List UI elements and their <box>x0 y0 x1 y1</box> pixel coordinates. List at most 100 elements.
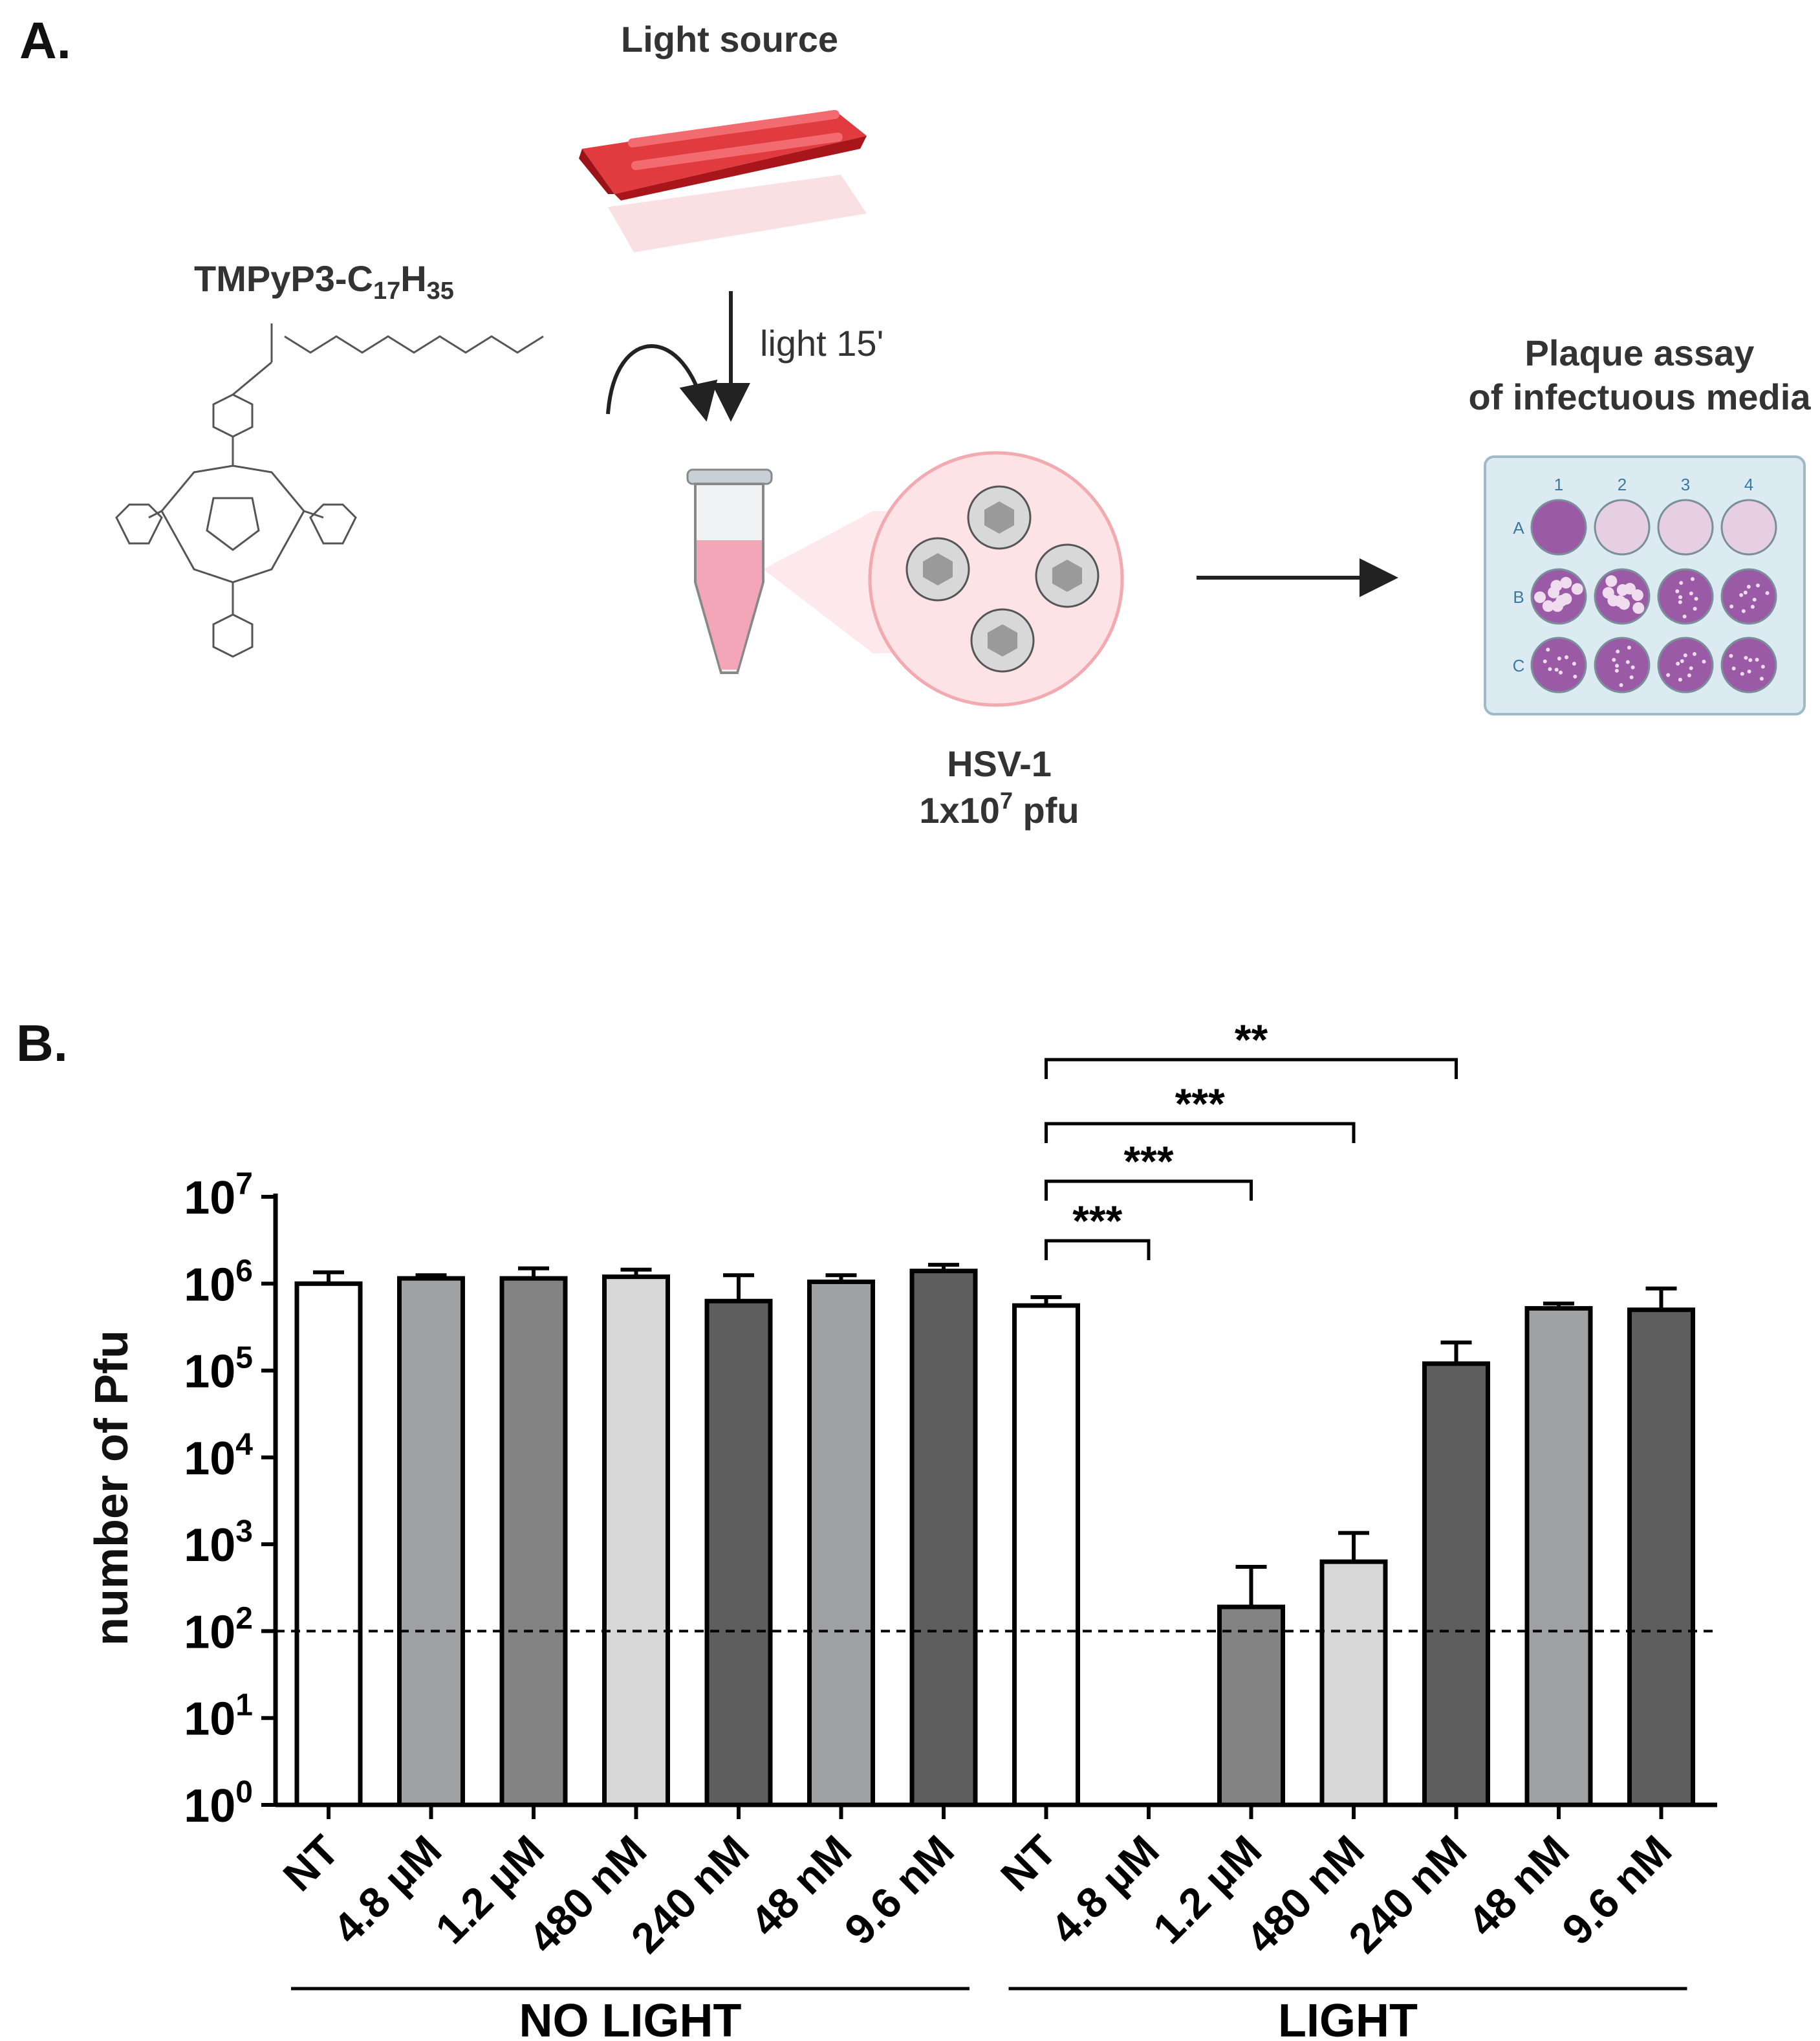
plaque-spot <box>1560 576 1572 589</box>
plate-well <box>1530 499 1587 556</box>
significance-label: *** <box>1072 1197 1122 1245</box>
plaque-spot <box>1746 585 1751 589</box>
virus-line1: HSV-1 <box>947 743 1052 784</box>
plaque-spot <box>1692 651 1696 656</box>
plaque-spot <box>1557 657 1561 661</box>
plate-column-label: 4 <box>1744 475 1753 494</box>
plaque-spot <box>1550 580 1563 592</box>
plaque-spot <box>1731 666 1736 671</box>
plaque-spot <box>1739 593 1744 597</box>
significance-label: *** <box>1123 1137 1173 1185</box>
virus-line2-exp: 7 <box>1000 787 1013 814</box>
significance-label: *** <box>1175 1080 1225 1128</box>
plate-well <box>1594 499 1651 556</box>
plaque-spot <box>1740 671 1744 676</box>
plaque-spot <box>1680 659 1684 663</box>
y-tick-label: 105 <box>184 1341 253 1398</box>
plate-well <box>1720 499 1777 556</box>
significance-bracket <box>1045 1179 1253 1201</box>
y-tick-label: 103 <box>184 1514 253 1571</box>
panel-b: B. number of Pfu 100 101 102 103 104 105 106 10… <box>16 1014 1717 2041</box>
virus-line2-base: 1x10 <box>919 790 1000 831</box>
bar <box>1012 1303 1080 1807</box>
plaque-spot <box>1543 659 1547 664</box>
compound-label: TMPyP3-C17H35 <box>194 258 454 305</box>
plaque-spot <box>1765 591 1770 595</box>
plate-well <box>1720 568 1777 625</box>
group-label: NO LIGHT <box>519 1995 742 2041</box>
x-tick-label: 9.6 nM <box>1553 1826 1681 1954</box>
virus-magnified-icon <box>868 451 1124 707</box>
plaque-spot <box>1687 673 1691 677</box>
plaque-spot <box>1615 664 1620 668</box>
plaque-spot <box>1573 674 1577 679</box>
plaque-spot <box>1679 581 1684 585</box>
plaque-spot <box>1605 575 1618 587</box>
plaque-spot <box>1675 589 1680 594</box>
bar <box>397 1276 465 1807</box>
significance-bracket <box>1045 1239 1151 1260</box>
plaque-spot <box>1534 591 1546 604</box>
plaque-spot <box>1747 669 1751 673</box>
x-tick-label: 4.8 µM <box>1041 1826 1168 1953</box>
plaque-spot <box>1755 583 1760 587</box>
plaque-spot <box>1666 673 1671 677</box>
plaque-spot <box>1625 660 1630 664</box>
plaque-spot <box>1542 600 1554 612</box>
y-tick-label: 101 <box>184 1688 253 1745</box>
plaque-spot <box>1702 659 1706 664</box>
bar <box>1422 1361 1490 1807</box>
plaque-spot <box>1559 670 1563 675</box>
bar <box>704 1298 773 1807</box>
plaque-spot <box>1760 664 1765 669</box>
bar <box>1319 1559 1388 1807</box>
light-source-label: Light source <box>621 19 838 60</box>
plaque-spot <box>1616 649 1620 654</box>
plate-well <box>1657 499 1714 556</box>
y-tick-label: 104 <box>184 1428 253 1485</box>
plaque-spot <box>1750 604 1755 609</box>
y-axis-label: number of Pfu <box>86 1330 138 1646</box>
bar <box>294 1281 363 1807</box>
panel-b-label: B. <box>16 1014 68 1072</box>
plaque-spot <box>1694 596 1698 601</box>
plaque-spot <box>1627 646 1631 650</box>
curved-arrow-icon <box>606 344 718 422</box>
bar <box>1217 1604 1285 1807</box>
plaque-spot <box>1690 577 1695 582</box>
bar <box>1524 1305 1593 1807</box>
x-tick-label: 4.8 µM <box>323 1826 450 1953</box>
plaque-spot <box>1571 583 1583 595</box>
plaque-spot <box>1676 661 1680 666</box>
significance-label: ** <box>1235 1016 1268 1064</box>
plaque-spot <box>1729 604 1734 609</box>
x-tick-label: NT <box>274 1826 348 1901</box>
bar <box>909 1269 978 1807</box>
plate-column-label: 3 <box>1681 475 1690 494</box>
plate-row-label: A <box>1513 518 1524 538</box>
plaque-spot <box>1548 667 1552 671</box>
plaque-spot <box>1755 657 1759 662</box>
compound-sub1: 17 <box>373 278 400 305</box>
y-tick-label: 106 <box>184 1254 253 1311</box>
plaque-spot <box>1614 668 1619 673</box>
bar <box>602 1274 670 1807</box>
virus-line2: 1x107 pfu <box>919 787 1079 831</box>
panel-a-label: A. <box>19 12 71 69</box>
bar <box>807 1279 875 1807</box>
plaque-spot <box>1689 666 1693 670</box>
plaque-spot <box>1618 598 1630 610</box>
plaque-spot <box>1565 655 1569 660</box>
plaque-spot <box>1743 590 1748 595</box>
plate-well <box>1530 637 1587 693</box>
plaque-spot <box>1554 668 1559 672</box>
plaque-spot <box>1552 600 1564 612</box>
significance-bracket <box>1045 1058 1458 1079</box>
plaque-spot <box>1752 597 1757 602</box>
compound-h: H <box>400 258 426 299</box>
well-plate-icon: 1 2 3 4 A B C <box>1484 455 1806 715</box>
plaque-spot <box>1602 587 1614 599</box>
plate-well <box>1594 637 1651 693</box>
plaque-title-line2: of infectuous media <box>1469 377 1812 417</box>
